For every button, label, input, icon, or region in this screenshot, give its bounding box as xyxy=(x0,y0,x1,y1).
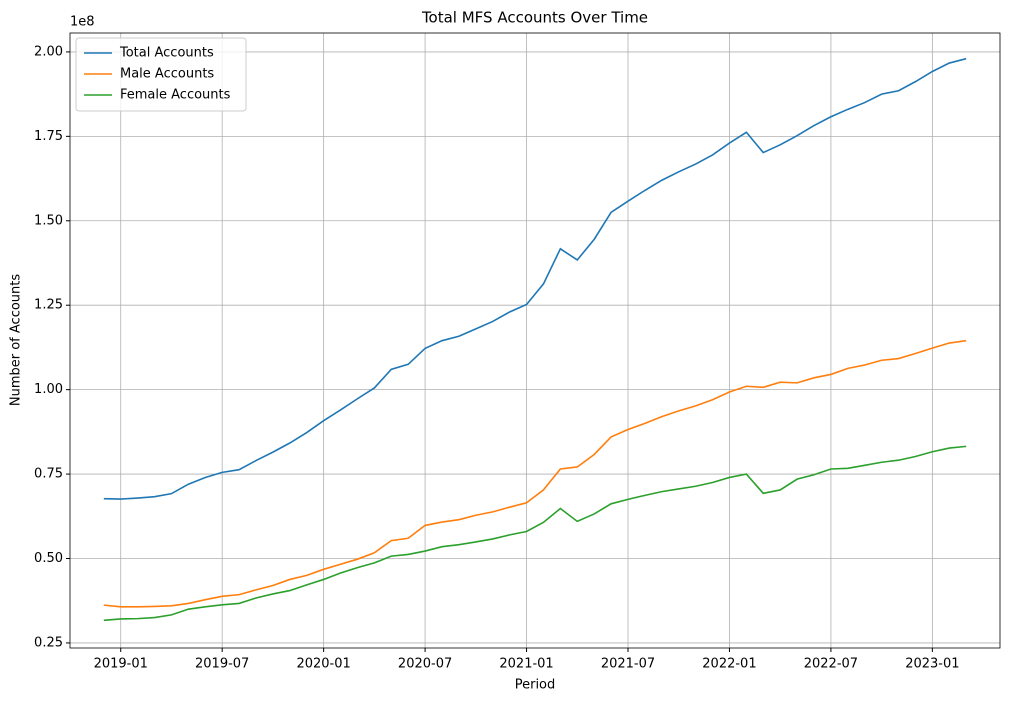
series-line xyxy=(103,339,967,608)
y-tick-label: 0.50 xyxy=(34,551,63,566)
x-tick-label: 2020-07 xyxy=(398,657,452,672)
x-tick-label: 2019-01 xyxy=(94,657,148,672)
x-axis-label: Period xyxy=(515,678,556,693)
y-tick-label: 1.75 xyxy=(34,129,63,144)
legend-label: Female Accounts xyxy=(120,88,231,103)
x-tick-label: 2022-01 xyxy=(702,657,756,672)
legend-label: Total Accounts xyxy=(119,46,214,61)
legend-box xyxy=(75,37,247,112)
series-line xyxy=(103,445,967,622)
x-tick-label: 2022-07 xyxy=(804,657,858,672)
x-tick-label: 2019-07 xyxy=(195,657,249,672)
y-tick-label: 1.50 xyxy=(34,213,63,228)
x-tick-label: 2020-01 xyxy=(296,657,350,672)
x-tick-label: 2021-01 xyxy=(499,657,553,672)
y-tick-label: 1.00 xyxy=(34,382,63,397)
x-tick-label: 2021-07 xyxy=(601,657,655,672)
y-tick-label: 1.25 xyxy=(34,298,63,313)
plot-frame xyxy=(69,32,1001,649)
legend-label: Male Accounts xyxy=(120,67,214,82)
x-tick-label: 2023-01 xyxy=(905,657,959,672)
chart-title: Total MFS Accounts Over Time xyxy=(421,9,648,27)
y-offset-label: 1e8 xyxy=(70,15,95,30)
series-line xyxy=(103,57,967,500)
y-tick-label: 0.25 xyxy=(34,635,63,650)
y-tick-label: 2.00 xyxy=(34,44,63,59)
y-axis-label: Number of Accounts xyxy=(9,274,24,407)
y-tick-label: 0.75 xyxy=(34,467,63,482)
